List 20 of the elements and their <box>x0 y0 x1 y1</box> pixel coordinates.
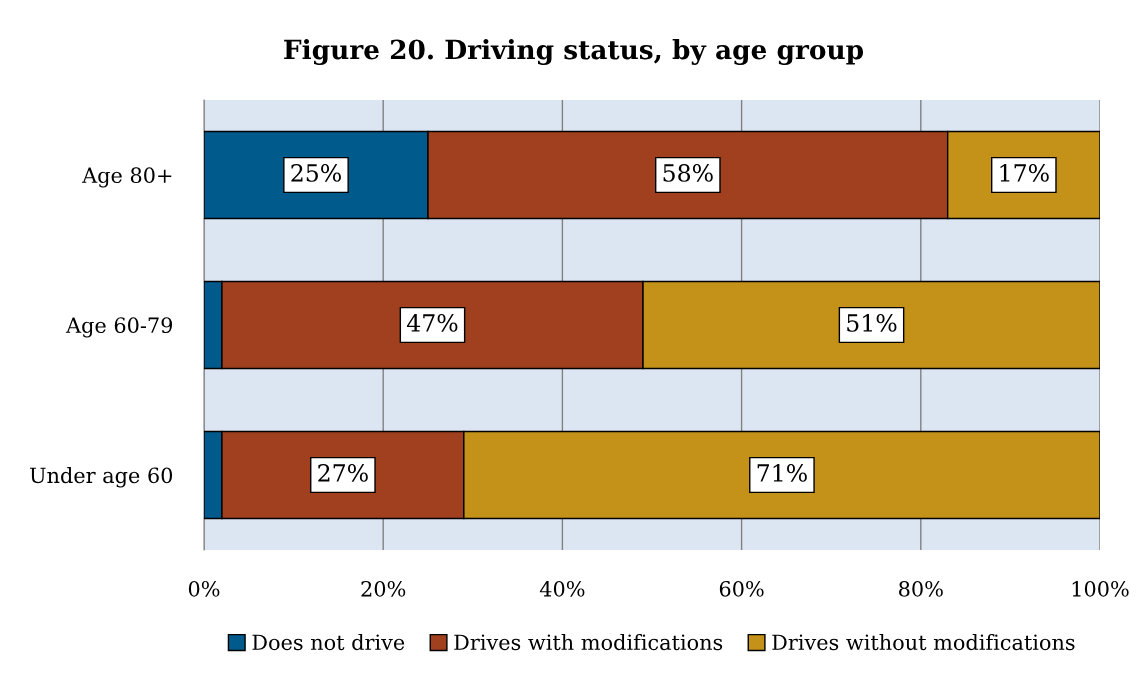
data-label: 58% <box>663 163 713 182</box>
y-tick-label: Age 60-79 <box>65 317 173 338</box>
data-label: 47% <box>406 313 458 332</box>
legend-label: Drives with modifications <box>454 634 723 651</box>
legend-label: Drives without modifications <box>772 634 1075 651</box>
data-label: 71% <box>757 463 807 482</box>
data-label: 51% <box>847 313 897 332</box>
x-tick-label: 0% <box>188 580 220 597</box>
x-tick-label: 80% <box>899 580 943 597</box>
data-label: 25% <box>291 163 341 182</box>
x-tick-label: 40% <box>539 580 585 597</box>
x-tick-label: 60% <box>719 580 764 597</box>
x-tick-label: 20% <box>361 580 406 597</box>
data-label: 27% <box>318 463 368 482</box>
data-label: 17% <box>1000 163 1049 182</box>
y-tick-label: Under age 60 <box>29 467 173 488</box>
legend-label: Does not drive <box>252 634 405 651</box>
y-tick-label: Age 80+ <box>82 167 172 188</box>
x-tick-label: 100% <box>1072 580 1129 597</box>
chart-title: Figure 20. Driving status, by age group <box>284 39 864 65</box>
